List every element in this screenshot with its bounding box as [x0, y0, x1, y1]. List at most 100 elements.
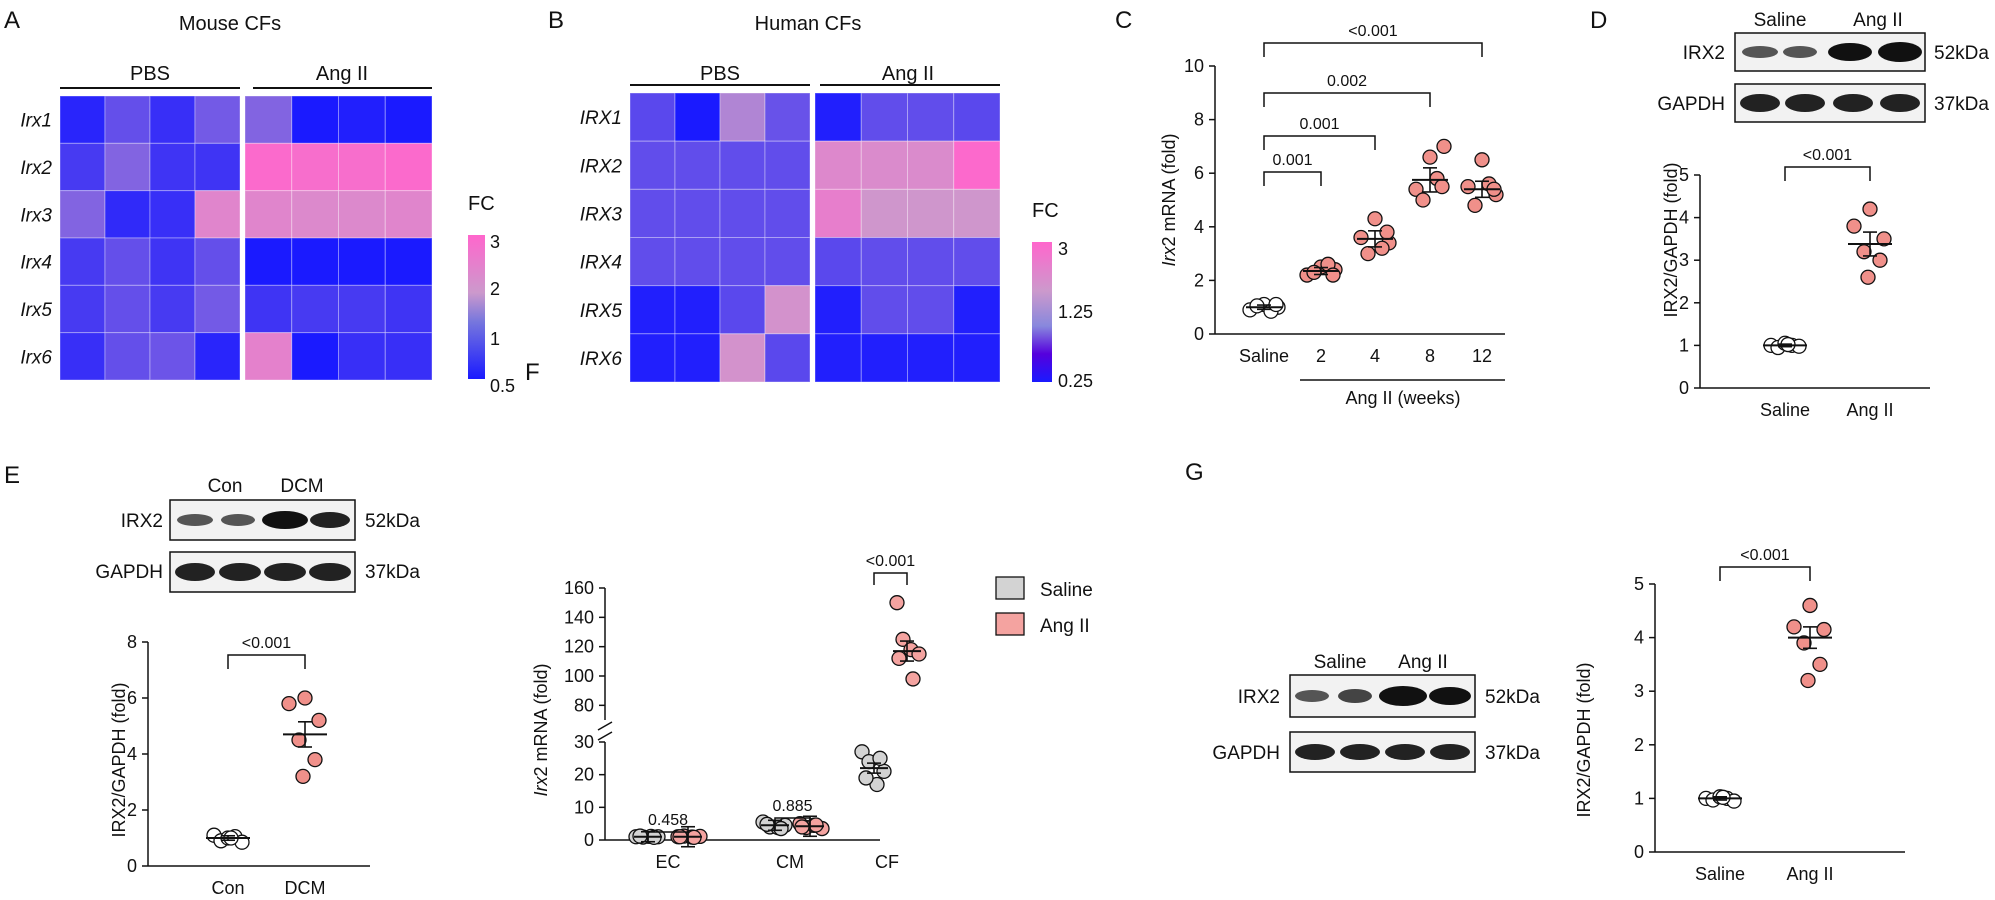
panel-a-cell [384, 95, 433, 144]
panel-a-cell [149, 284, 196, 334]
panel-d-y-tick-label: 4 [1679, 208, 1689, 228]
panel-a-cell [338, 284, 386, 334]
panel-c-x-label: Saline [1239, 346, 1289, 366]
panel-a-cell [59, 190, 106, 239]
panel-e-band-gapdh: GAPDH [95, 562, 163, 583]
panel-g-point [1802, 597, 1818, 614]
panel-b-cell [907, 188, 955, 238]
panel-b-cell [719, 92, 766, 142]
panel-b-cell [907, 333, 955, 383]
panel-b-cell [764, 140, 811, 190]
panel-b-cell [719, 333, 766, 383]
panel-b-cell [719, 285, 766, 335]
panel-a-cell [338, 95, 386, 144]
panel-a-row-label: Irx4 [20, 253, 52, 274]
panel-g-chart: 0 1 2 3 4 5 Saline Ang II <0.001 [1634, 547, 1905, 884]
panel-e-band-irx2: IRX2 [121, 511, 163, 532]
panel-a-cell [291, 142, 339, 192]
panel-d-pvalue: <0.001 [1803, 147, 1852, 164]
panel-a-cell [59, 237, 106, 286]
panel-a-cell [384, 142, 433, 192]
panel-d-size-52: 52kDa [1934, 43, 1989, 64]
panel-f-x-label: CF [875, 852, 899, 872]
panel-b-cell [953, 285, 1001, 335]
panel-a-title: Mouse CFs [179, 13, 281, 35]
panel-c-x-label: 8 [1425, 346, 1435, 366]
panel-a-color-scale [468, 235, 485, 379]
panel-c-xlabel: Ang II (weeks) [1345, 388, 1460, 408]
panel-b-row-label: IRX3 [580, 204, 623, 225]
panel-f-comp-bracket [647, 831, 689, 844]
panel-b-row-label: IRX1 [580, 108, 622, 129]
panel-b-cell [814, 92, 862, 142]
panel-e-point [295, 768, 311, 785]
panel-a-cell [384, 237, 433, 286]
panel-d-bracket [1784, 166, 1871, 181]
panel-b-cell [814, 237, 862, 287]
panel-b-cell [953, 333, 1001, 383]
panel-b-cell [814, 285, 862, 335]
panel-c-comp-pvalue: 0.001 [1299, 116, 1339, 133]
panel-g-size-37: 37kDa [1485, 743, 1540, 764]
panel-a-row-label: Irx6 [20, 347, 52, 368]
panel-b-group-pbs: PBS [700, 63, 740, 85]
panel-a-cell [244, 190, 293, 239]
panel-e-y-tick-label: 8 [127, 632, 137, 652]
panel-a-cell [194, 142, 241, 192]
panel-b-cell [674, 285, 721, 335]
panel-e-point [281, 695, 297, 712]
panel-c-point [1467, 197, 1483, 214]
panel-c-point [1353, 229, 1369, 246]
panel-a-cell [291, 284, 339, 334]
panel-c-point [1374, 240, 1390, 256]
panel-g-size-52: 52kDa [1485, 687, 1540, 708]
panel-g-bracket [1719, 566, 1811, 581]
panel-f-x-label: CM [776, 852, 804, 872]
panel-b-cell [814, 140, 862, 190]
panel-b-cell [953, 237, 1001, 287]
panel-c-ylabel: Irx2 mRNA (fold) [1159, 133, 1179, 266]
panel-b-group-angii: Ang II [882, 63, 934, 85]
panel-f-point-saline [773, 820, 789, 837]
panel-b-color-scale [1032, 242, 1052, 382]
panel-b-row-label: IRX6 [580, 349, 623, 370]
panel-f-y-tick-label: 10 [574, 797, 594, 817]
panel-c-y-tick-label: 4 [1194, 217, 1204, 237]
panel-a-cell [384, 284, 433, 334]
panel-b-cell [953, 188, 1001, 238]
panel-c-comp-bracket [1263, 171, 1322, 186]
panel-g-y-tick-label: 4 [1634, 628, 1644, 648]
panel-d-point [1862, 201, 1878, 217]
panel-c-point [1360, 245, 1376, 262]
panel-a-cell [149, 237, 196, 286]
panel-e-x-label: DCM [285, 878, 326, 898]
panel-d-band-gapdh: GAPDH [1657, 94, 1725, 115]
panel-c-x-label: 12 [1472, 346, 1492, 366]
panel-c-ylabel-rest: 2 mRNA (fold) [1159, 133, 1179, 246]
panel-f: F Irx2 mRNA (fold) 0 10 20 30 80 100 120 140 160… [525, 359, 1093, 872]
panel-e-chart: 0 2 4 6 8 Con DCM <0.001 [127, 632, 370, 898]
panel-g-blot-gapdh [1289, 731, 1476, 773]
panel-a-letter: A [4, 7, 20, 34]
panel-d-lane-angii: Ang II [1853, 10, 1903, 31]
panel-b-cell [629, 140, 676, 190]
panel-f-point-angii [889, 595, 905, 611]
panel-a-cell [149, 332, 196, 381]
panel-g-y-tick-label: 1 [1634, 788, 1644, 808]
panel-b-row-label: IRX4 [580, 253, 622, 274]
panel-a-cell [244, 237, 293, 286]
panel-a: A Mouse CFs PBS Ang II Irx1Irx2Irx3Irx4I… [4, 7, 515, 396]
panel-b-cell [907, 285, 955, 335]
panel-e-point [307, 751, 323, 768]
panel-g-pvalue: <0.001 [1740, 547, 1789, 564]
panel-a-cell [194, 284, 241, 334]
panel-g-y-tick-label: 2 [1634, 735, 1644, 755]
panel-b-cell [860, 285, 908, 335]
panel-a-heatmap: Irx1 Irx2 Irx3 Irx4 Irx5 Irx6 [20, 95, 433, 381]
panel-d-blot-irx2 [1734, 32, 1926, 72]
panel-b-cell [814, 333, 862, 383]
panel-g-point [1800, 672, 1816, 689]
panel-b-cell [674, 140, 721, 190]
panel-b-cell [764, 285, 811, 335]
